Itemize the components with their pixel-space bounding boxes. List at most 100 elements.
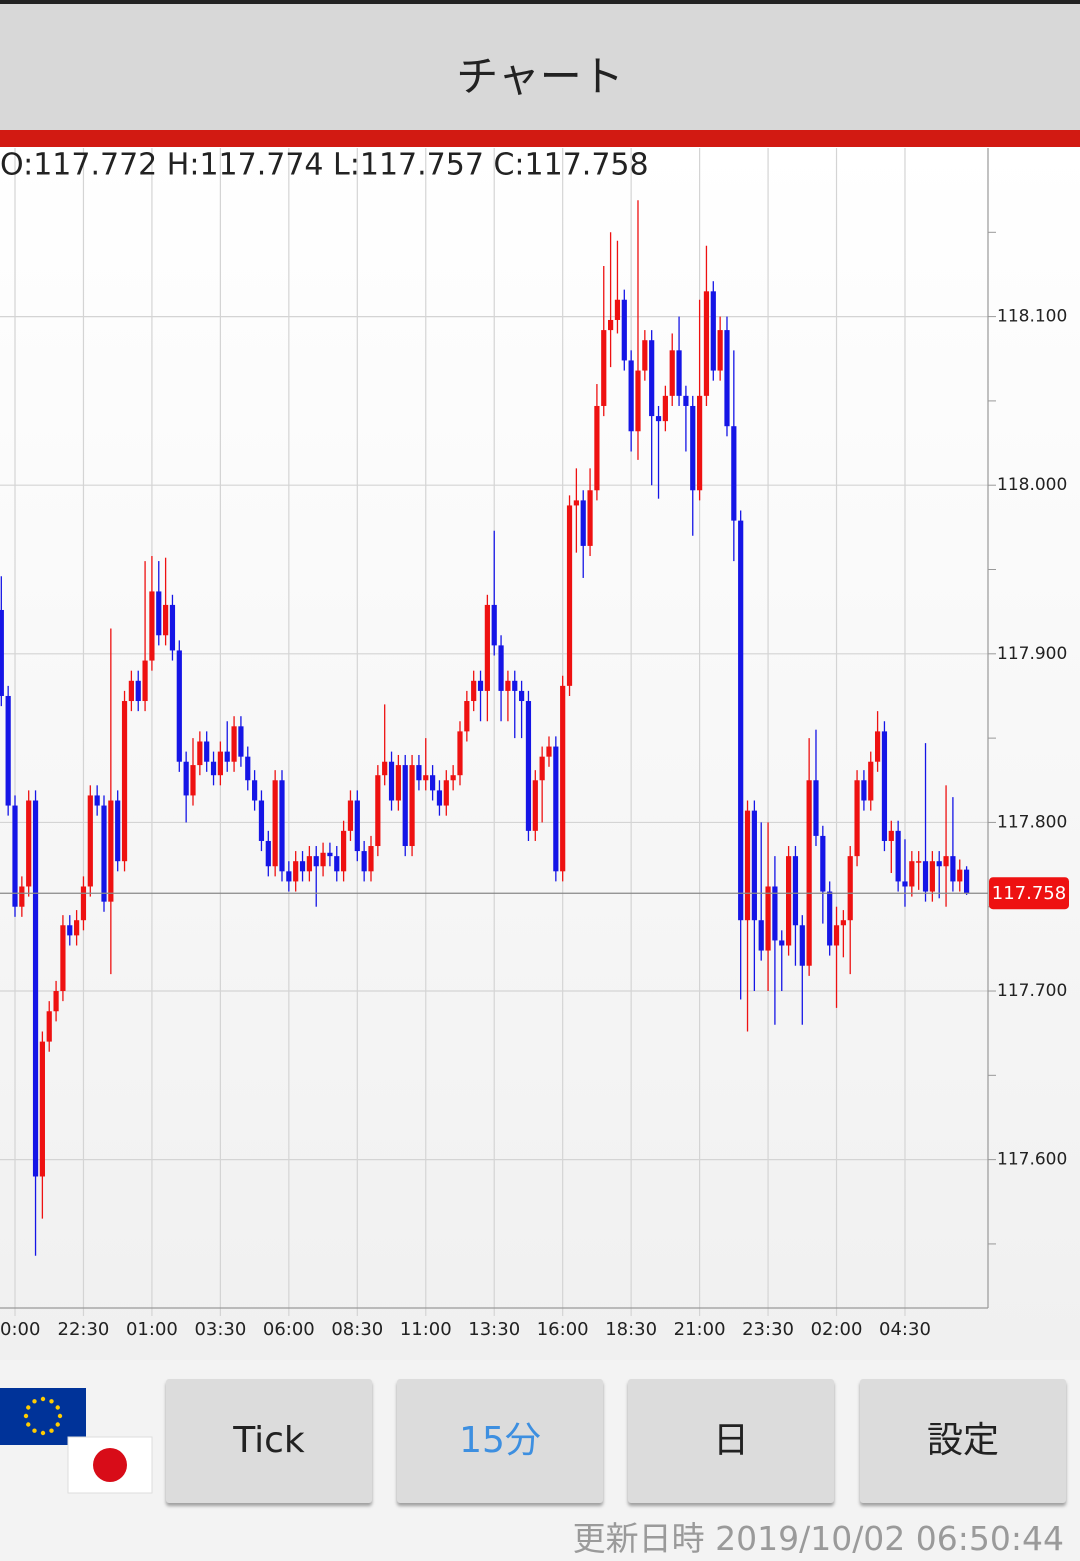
candle-body xyxy=(464,701,470,732)
candle-body xyxy=(703,291,710,396)
candle-body xyxy=(683,395,689,406)
15min-button[interactable]: 15分 xyxy=(397,1379,603,1503)
candle-body xyxy=(957,869,963,882)
candle-body xyxy=(820,835,826,892)
day-button[interactable]: 日 xyxy=(628,1379,834,1503)
candle-body xyxy=(881,731,888,841)
candle-body xyxy=(60,925,66,992)
candle-body xyxy=(662,395,668,422)
candle-body xyxy=(5,695,11,806)
candle-body xyxy=(19,886,25,907)
candle-body xyxy=(655,416,662,422)
y-tick-label: 117.800 xyxy=(997,812,1067,832)
candle-body xyxy=(238,726,244,757)
x-tick-label: 13:30 xyxy=(468,1319,520,1340)
candle-body xyxy=(204,741,210,762)
candle-body xyxy=(505,680,511,691)
candle-body xyxy=(854,780,860,857)
last-price-label: 117.758 xyxy=(992,883,1066,904)
candle-body xyxy=(423,775,429,781)
candle-body xyxy=(669,350,675,396)
candle-body xyxy=(252,780,258,801)
x-tick-label: 03:30 xyxy=(194,1319,246,1340)
candle-body xyxy=(347,800,354,831)
candle-body xyxy=(676,350,682,396)
candle-body xyxy=(758,920,764,951)
candle-body xyxy=(87,795,93,887)
candle-body xyxy=(868,761,874,801)
candle-body xyxy=(183,761,189,796)
candle-body xyxy=(67,925,73,936)
candle-body xyxy=(902,881,908,887)
candle-body xyxy=(156,591,162,636)
candle-body xyxy=(786,856,792,946)
y-tick-label: 117.600 xyxy=(997,1150,1067,1170)
candle-body xyxy=(436,790,443,806)
candle-body xyxy=(813,780,819,836)
x-tick-label: 18:30 xyxy=(605,1319,657,1340)
candle-body xyxy=(457,731,463,776)
candle-body xyxy=(416,765,422,781)
candle-body xyxy=(635,370,641,432)
candle-body xyxy=(306,856,312,872)
settings-button[interactable]: 設定 xyxy=(860,1379,1066,1503)
candle-body xyxy=(108,800,114,902)
candle-body xyxy=(293,861,299,882)
candle-body xyxy=(395,765,401,801)
candle-body xyxy=(498,645,504,691)
y-tick-label: 117.900 xyxy=(997,644,1067,664)
candle-body xyxy=(149,591,155,661)
candle-body xyxy=(354,800,360,852)
flag-star xyxy=(40,1396,46,1402)
candle-body xyxy=(46,1011,52,1042)
candle-body xyxy=(765,886,771,951)
candle-body xyxy=(916,861,922,863)
ohlc-readout: O:117.772 H:117.774 L:117.757 C:117.758 xyxy=(0,148,649,183)
candle-body xyxy=(724,330,730,427)
candle-body xyxy=(806,780,812,966)
tick-button[interactable]: Tick xyxy=(166,1379,372,1503)
flag-star xyxy=(49,1428,54,1433)
candle-body xyxy=(320,852,326,867)
flag-star xyxy=(55,1405,60,1410)
candle-body xyxy=(12,805,18,907)
candle-body xyxy=(833,925,840,946)
candle-body xyxy=(560,685,566,872)
candle-body xyxy=(731,426,737,521)
candle-body xyxy=(210,761,217,776)
flag-star xyxy=(32,1428,37,1433)
candle-body xyxy=(26,800,32,887)
candle-body xyxy=(443,780,449,806)
candle-body xyxy=(341,830,347,872)
candle-body xyxy=(484,604,490,691)
update-time: 更新日時 2019/10/02 06:50:44 xyxy=(572,1519,1064,1558)
candle-body xyxy=(430,775,436,791)
candle-body xyxy=(101,805,107,902)
candle-body xyxy=(861,780,867,801)
accent-bar xyxy=(0,130,1080,147)
top-bar: チャート xyxy=(0,0,1080,130)
x-tick-label: 23:30 xyxy=(742,1319,794,1340)
y-tick-label: 118.100 xyxy=(997,307,1067,327)
candle-body xyxy=(874,731,881,762)
candle-body xyxy=(573,500,579,506)
x-tick-label: 01:00 xyxy=(126,1319,178,1340)
candle-body xyxy=(409,765,415,847)
candle-body xyxy=(847,856,853,921)
flag-star xyxy=(55,1422,60,1427)
candle-body xyxy=(368,846,374,872)
candle-body xyxy=(190,765,196,796)
candle-body xyxy=(272,780,278,867)
candle-body xyxy=(792,856,799,926)
candle-body xyxy=(121,701,128,862)
candle-body xyxy=(717,330,723,371)
candle-body xyxy=(895,830,901,882)
candle-body xyxy=(649,340,655,417)
candle-body xyxy=(772,886,778,941)
candle-body xyxy=(827,891,833,946)
candle-body xyxy=(327,852,333,857)
candle-body xyxy=(450,775,456,781)
flag-star xyxy=(32,1399,37,1404)
